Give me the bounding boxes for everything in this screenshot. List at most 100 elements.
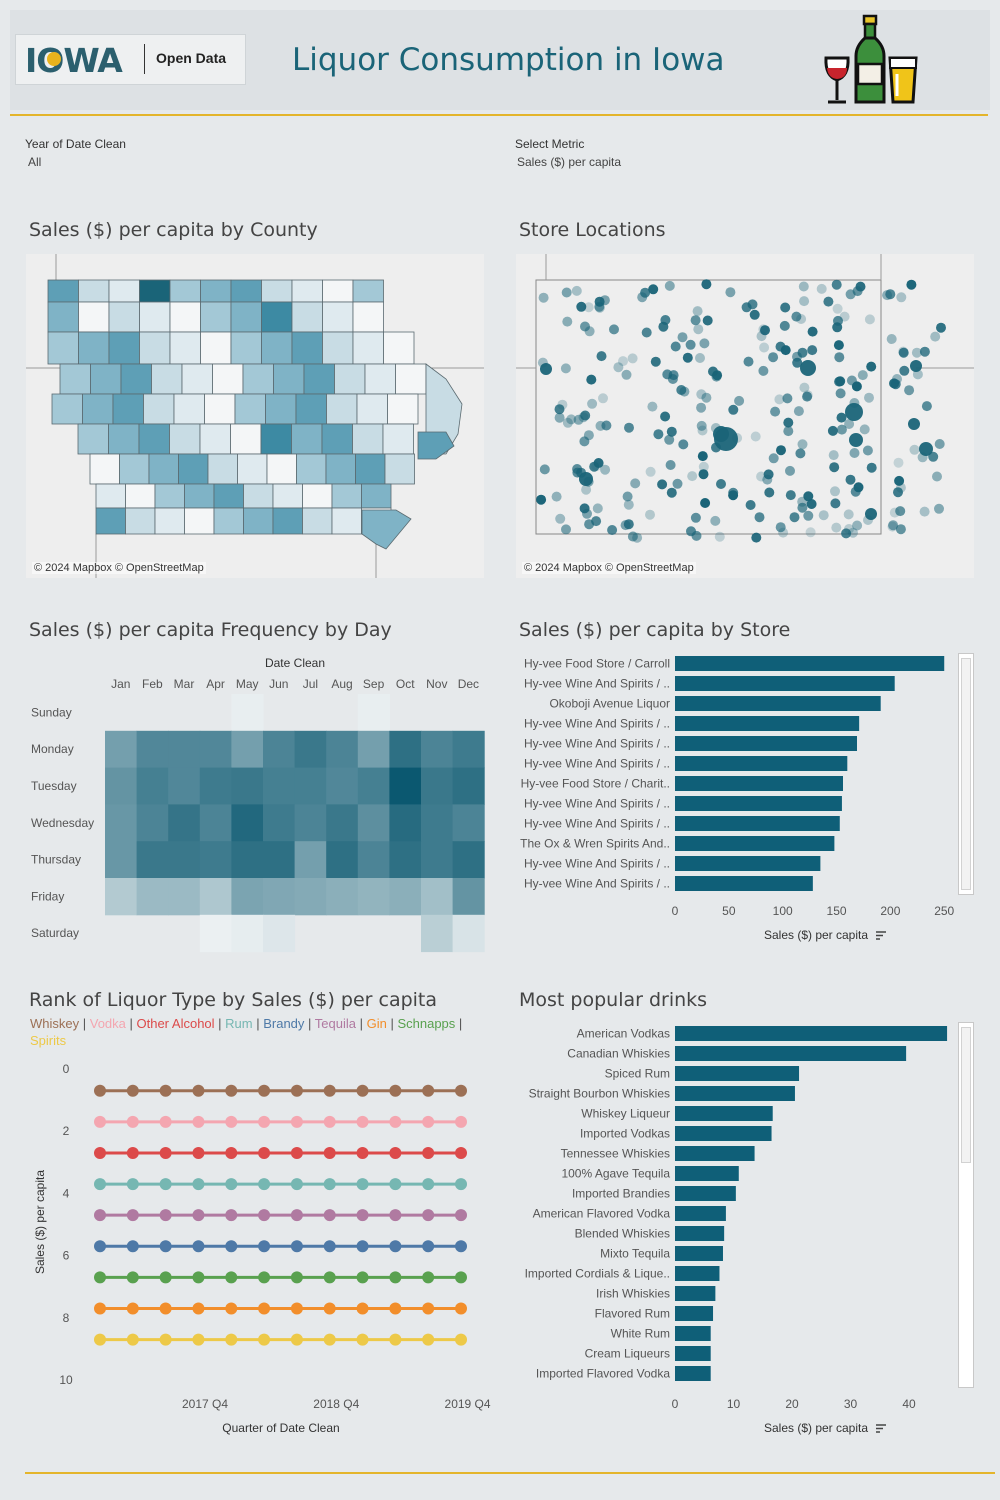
store-bar[interactable] <box>675 856 821 871</box>
rank-point[interactable] <box>258 1146 271 1159</box>
store-marker[interactable] <box>607 525 618 535</box>
legend-item[interactable]: Spirits <box>30 1033 67 1048</box>
rank-point[interactable] <box>356 1240 369 1253</box>
rank-point[interactable] <box>258 1240 271 1253</box>
store-marker[interactable] <box>885 289 896 300</box>
county-shape[interactable] <box>265 393 297 425</box>
rank-point[interactable] <box>258 1333 271 1346</box>
rank-point[interactable] <box>422 1209 435 1222</box>
heatmap-cell[interactable] <box>421 914 454 953</box>
store-marker[interactable] <box>833 315 843 326</box>
heatmap-cell[interactable] <box>263 767 296 805</box>
rank-point[interactable] <box>192 1333 205 1346</box>
county-shape[interactable] <box>200 279 232 303</box>
county-shape[interactable] <box>139 301 171 333</box>
store-marker[interactable] <box>848 527 858 538</box>
heatmap-cell[interactable] <box>168 804 201 842</box>
store-bar[interactable] <box>675 836 835 851</box>
rank-point[interactable] <box>225 1084 238 1097</box>
rank-point[interactable] <box>323 1333 336 1346</box>
store-marker[interactable] <box>690 315 701 326</box>
store-marker[interactable] <box>904 385 915 396</box>
heatmap-cell[interactable] <box>453 694 485 731</box>
store-marker[interactable] <box>701 392 712 403</box>
store-marker[interactable] <box>887 521 898 532</box>
store-marker[interactable] <box>725 287 736 298</box>
rank-point[interactable] <box>159 1209 172 1222</box>
rank-point[interactable] <box>94 1271 106 1284</box>
store-marker[interactable] <box>667 374 678 384</box>
store-marker[interactable] <box>888 520 899 531</box>
heatmap-cell[interactable] <box>199 767 232 805</box>
store-marker[interactable] <box>571 285 582 296</box>
county-shape[interactable] <box>89 453 120 485</box>
county-shape[interactable] <box>331 507 362 535</box>
store-marker[interactable] <box>640 287 651 298</box>
county-shape[interactable] <box>295 393 327 425</box>
store-marker[interactable] <box>799 382 810 393</box>
rank-point[interactable] <box>159 1146 172 1159</box>
rank-point[interactable] <box>225 1115 238 1128</box>
store-marker[interactable] <box>581 484 592 495</box>
store-marker[interactable] <box>554 404 565 415</box>
store-marker[interactable] <box>554 412 565 423</box>
rank-point[interactable] <box>258 1209 271 1222</box>
county-shape[interactable] <box>184 507 215 535</box>
store-marker[interactable] <box>835 376 846 387</box>
store-marker[interactable] <box>895 506 906 517</box>
county-shape[interactable] <box>230 423 262 455</box>
drink-bar[interactable] <box>675 1126 772 1141</box>
county-shape[interactable] <box>273 363 305 395</box>
county-shape[interactable] <box>112 393 144 425</box>
store-marker[interactable] <box>536 494 547 505</box>
rank-point[interactable] <box>225 1240 238 1253</box>
store-marker[interactable] <box>743 356 754 367</box>
county-shape[interactable] <box>207 453 238 485</box>
store-bar[interactable] <box>675 736 857 751</box>
store-marker[interactable] <box>653 429 664 440</box>
store-marker[interactable] <box>749 309 760 320</box>
store-marker[interactable] <box>921 401 932 412</box>
store-bar[interactable] <box>675 756 848 771</box>
legend-item[interactable]: Tequila <box>314 1016 356 1031</box>
store-marker[interactable] <box>751 532 762 543</box>
legend-item[interactable]: Schnapps <box>397 1016 456 1031</box>
store-cluster-marker[interactable] <box>865 508 877 520</box>
rank-point[interactable] <box>455 1333 467 1346</box>
rank-point[interactable] <box>356 1333 369 1346</box>
store-marker[interactable] <box>586 374 597 385</box>
store-marker[interactable] <box>930 331 941 342</box>
store-marker[interactable] <box>591 516 602 527</box>
heatmap-cell[interactable] <box>357 767 390 805</box>
store-marker[interactable] <box>807 326 818 337</box>
heatmap-cell[interactable] <box>105 694 137 731</box>
heatmap-cell[interactable] <box>452 878 485 916</box>
store-bar-scrollbar[interactable] <box>958 653 974 895</box>
store-marker[interactable] <box>764 487 775 498</box>
county-shape[interactable] <box>355 453 386 485</box>
heatmap-cell[interactable] <box>263 878 296 916</box>
store-marker[interactable] <box>892 374 902 384</box>
store-marker[interactable] <box>841 528 852 539</box>
county-shape[interactable] <box>325 453 356 485</box>
store-marker[interactable] <box>866 361 877 372</box>
drink-bar[interactable] <box>675 1266 720 1281</box>
county-shape[interactable] <box>108 279 140 303</box>
rank-point[interactable] <box>192 1240 205 1253</box>
rank-point[interactable] <box>126 1146 139 1159</box>
store-marker[interactable] <box>827 425 838 436</box>
county-shape[interactable] <box>108 301 140 333</box>
county-shape[interactable] <box>169 423 201 455</box>
county-shape[interactable] <box>108 423 140 455</box>
rank-point[interactable] <box>290 1240 303 1253</box>
heatmap-cell[interactable] <box>294 730 327 769</box>
drink-bar[interactable] <box>675 1186 736 1201</box>
county-shape[interactable] <box>212 363 244 395</box>
heatmap-cell[interactable] <box>199 804 232 842</box>
rank-point[interactable] <box>225 1146 238 1159</box>
rank-point[interactable] <box>290 1146 303 1159</box>
rank-point[interactable] <box>422 1115 435 1128</box>
heatmap-cell[interactable] <box>199 878 232 916</box>
heatmap-cell[interactable] <box>263 914 296 953</box>
store-marker[interactable] <box>864 392 874 403</box>
